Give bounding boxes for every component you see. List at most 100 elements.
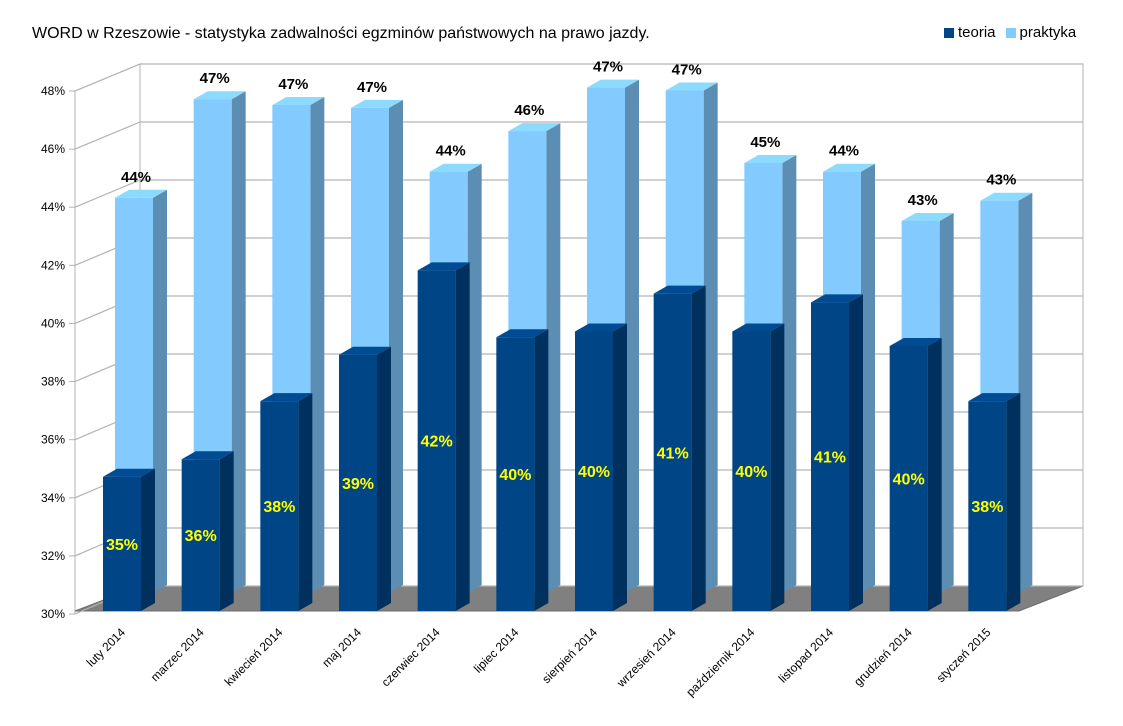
data-label-teoria: 40% bbox=[499, 467, 531, 484]
legend-entry-teoria: teoria bbox=[944, 24, 996, 41]
bar-teoria-top bbox=[575, 323, 627, 332]
bar-praktyka-side bbox=[1018, 192, 1033, 593]
bar-teoria-side bbox=[534, 329, 549, 611]
bar-teoria-side bbox=[219, 451, 234, 611]
bar-teoria bbox=[811, 302, 849, 611]
bar-teoria-side bbox=[927, 337, 942, 611]
bar-teoria-side bbox=[691, 285, 706, 611]
gridline-side bbox=[74, 121, 141, 150]
y-tick-label: 46% bbox=[41, 142, 65, 156]
bar-teoria-top bbox=[339, 346, 391, 355]
legend-swatch-praktyka bbox=[1005, 27, 1016, 38]
bar-teoria bbox=[260, 401, 299, 611]
bar-teoria-top bbox=[732, 323, 785, 332]
data-label-teoria: 41% bbox=[814, 450, 846, 467]
bar-praktyka-top bbox=[587, 79, 639, 88]
y-tick-label: 42% bbox=[41, 258, 65, 272]
data-label-teoria: 40% bbox=[578, 464, 610, 481]
bar-praktyka-top bbox=[115, 189, 167, 198]
bar-praktyka-top bbox=[429, 163, 482, 172]
y-tick-label: 36% bbox=[41, 433, 65, 447]
bar-teoria-top bbox=[653, 285, 706, 294]
bar-teoria-top bbox=[181, 451, 234, 460]
bar-praktyka-side bbox=[389, 99, 403, 594]
bar-praktyka-side bbox=[782, 155, 797, 593]
data-label-teoria: 40% bbox=[893, 471, 925, 488]
legend-label-teoria: teoria bbox=[958, 24, 996, 41]
y-tick-label: 40% bbox=[41, 316, 65, 330]
bar-teoria bbox=[732, 331, 771, 611]
bar-teoria bbox=[417, 270, 456, 611]
data-label-praktyka: 47% bbox=[672, 62, 702, 79]
bar-praktyka-top bbox=[351, 99, 403, 108]
bar-teoria-top bbox=[811, 294, 863, 303]
x-tick-label: październik 2014 bbox=[683, 625, 757, 699]
bar-praktyka-side bbox=[703, 82, 718, 593]
bar-teoria bbox=[653, 293, 692, 611]
bar-teoria-side bbox=[613, 323, 627, 611]
bar-praktyka-side bbox=[153, 189, 167, 594]
bar-praktyka-top bbox=[823, 163, 875, 172]
bar-praktyka-side bbox=[467, 163, 482, 593]
bar-teoria bbox=[103, 476, 141, 611]
bar-teoria bbox=[889, 345, 928, 611]
data-label-teoria: 35% bbox=[106, 537, 138, 554]
legend-entry-praktyka: praktyka bbox=[1005, 24, 1076, 41]
x-tick-label: styczeń 2015 bbox=[934, 625, 994, 685]
bar-praktyka-top bbox=[272, 97, 325, 105]
bar-praktyka-side bbox=[546, 123, 561, 593]
bar-teoria-side bbox=[1006, 393, 1021, 611]
y-tick-label: 38% bbox=[41, 375, 65, 389]
data-label-teoria: 39% bbox=[342, 476, 374, 493]
x-tick-label: sierpień 2014 bbox=[539, 625, 600, 686]
bar-praktyka-side bbox=[310, 97, 325, 593]
data-label-praktyka: 45% bbox=[750, 134, 780, 151]
bar-teoria-side bbox=[298, 393, 313, 611]
bar-teoria-top bbox=[968, 393, 1021, 402]
bar-praktyka-top bbox=[901, 213, 954, 221]
bar-teoria-top bbox=[889, 337, 942, 346]
bar-praktyka-top bbox=[665, 82, 718, 91]
y-tick-label: 34% bbox=[41, 491, 65, 505]
bar-teoria-side bbox=[455, 262, 470, 611]
bar-teoria-top bbox=[496, 329, 549, 338]
legend-swatch-teoria bbox=[944, 27, 954, 38]
y-tick-label: 44% bbox=[41, 200, 65, 214]
gridline-side bbox=[74, 179, 141, 208]
bar-teoria bbox=[496, 337, 535, 611]
bar-teoria bbox=[968, 401, 1007, 611]
bar-teoria-side bbox=[141, 468, 155, 611]
bar-teoria-top bbox=[417, 262, 470, 271]
data-label-teoria: 38% bbox=[263, 499, 295, 516]
bar-teoria bbox=[339, 354, 377, 611]
bar-teoria-top bbox=[103, 468, 155, 477]
data-label-praktyka: 47% bbox=[278, 76, 308, 93]
bar-praktyka-side bbox=[231, 91, 246, 593]
x-tick-label: luty 2014 bbox=[84, 625, 129, 670]
bar-praktyka-top bbox=[193, 91, 246, 100]
chart-title: WORD w Rzeszowie - statystyka zadwalnośc… bbox=[32, 25, 650, 42]
bar-praktyka-top bbox=[744, 155, 797, 163]
bar-teoria bbox=[575, 331, 613, 611]
data-label-praktyka: 47% bbox=[200, 70, 230, 87]
x-tick-label: wrzesień 2014 bbox=[613, 625, 679, 691]
x-tick-label: czerwiec 2014 bbox=[379, 625, 443, 689]
data-label-teoria: 36% bbox=[185, 528, 217, 545]
data-label-praktyka: 44% bbox=[121, 169, 151, 186]
bar-praktyka-top bbox=[980, 192, 1033, 201]
y-tick-label: 30% bbox=[41, 607, 65, 621]
bar-teoria-top bbox=[260, 393, 313, 402]
bar-praktyka-side bbox=[861, 163, 875, 593]
bar-praktyka-top bbox=[508, 123, 561, 132]
x-tick-label: maj 2014 bbox=[319, 625, 364, 670]
data-label-praktyka: 46% bbox=[514, 102, 544, 119]
data-label-teoria: 38% bbox=[971, 499, 1003, 516]
bar-teoria-side bbox=[849, 294, 863, 611]
bar-teoria bbox=[181, 459, 220, 611]
y-tick-label: 48% bbox=[41, 84, 65, 98]
x-tick-label: listopad 2014 bbox=[776, 625, 837, 686]
data-label-teoria: 42% bbox=[421, 434, 453, 451]
x-tick-label: marzec 2014 bbox=[148, 625, 207, 684]
legend: teoria praktyka bbox=[944, 24, 1076, 41]
